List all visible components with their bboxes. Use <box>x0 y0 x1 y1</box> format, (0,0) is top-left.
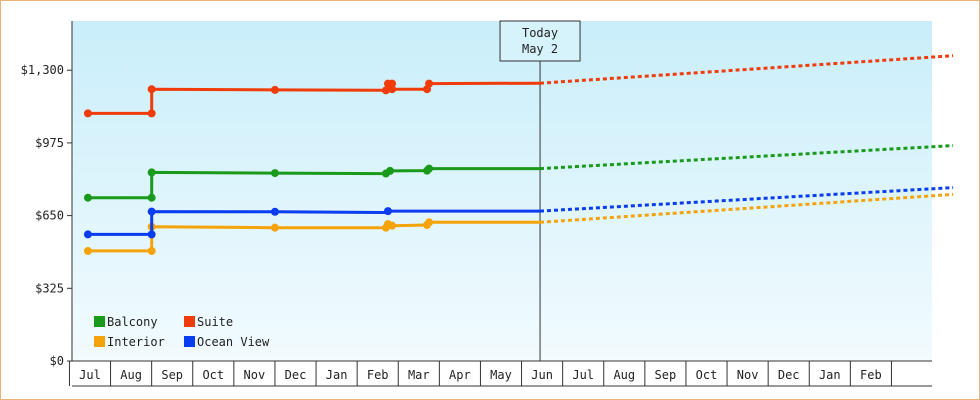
series-ocean-view <box>83 186 954 239</box>
data-point <box>83 193 92 202</box>
legend-item-suite: Suite <box>184 315 233 329</box>
x-tick-label: Aug <box>613 368 635 382</box>
legend-label: Suite <box>197 315 233 329</box>
series-forecast-line <box>539 186 954 213</box>
data-point <box>383 207 392 216</box>
data-point <box>425 79 434 88</box>
data-point <box>83 246 92 255</box>
y-axis: $0 $325 $650 $975 $1,300 <box>21 21 73 368</box>
data-point <box>147 246 156 255</box>
plot-background <box>72 21 932 361</box>
data-point <box>388 85 397 94</box>
legend-item-ocean-view: Ocean View <box>184 335 270 349</box>
data-point <box>147 109 156 118</box>
series-forecast-line <box>539 192 954 224</box>
x-tick-label: Sep <box>655 368 677 382</box>
x-tick-label: Jul <box>79 368 101 382</box>
data-point <box>147 193 156 202</box>
x-tick-label: Feb <box>860 368 882 382</box>
data-point <box>147 168 156 177</box>
data-point <box>147 230 156 239</box>
y-tick-label: $325 <box>35 281 64 295</box>
data-point <box>147 85 156 94</box>
data-point <box>388 79 397 88</box>
x-tick-label: Dec <box>778 368 800 382</box>
data-point <box>425 218 434 227</box>
data-point <box>83 230 92 239</box>
y-tick-label: $650 <box>35 209 64 223</box>
x-tick-label: May <box>490 368 512 382</box>
series-interior <box>83 192 954 255</box>
today-label: Today <box>522 26 558 40</box>
series-forecast-line <box>539 144 954 171</box>
y-tick-label: $975 <box>35 136 64 150</box>
legend-label: Interior <box>107 335 165 349</box>
legend-swatch <box>184 336 195 347</box>
x-tick-label: Oct <box>202 368 224 382</box>
data-point <box>388 221 397 230</box>
legend-item-interior: Interior <box>94 335 165 349</box>
x-tick-label: Dec <box>285 368 307 382</box>
data-point <box>270 169 279 178</box>
legend: Balcony Suite Interior Ocean View <box>94 315 270 349</box>
legend-item-balcony: Balcony <box>94 315 158 329</box>
x-tick-label: Jan <box>326 368 348 382</box>
data-point <box>425 164 434 173</box>
y-tick-label: $0 <box>50 354 64 368</box>
data-point <box>270 207 279 216</box>
y-tick-label: $1,300 <box>21 63 64 77</box>
x-tick-label: Oct <box>696 368 718 382</box>
legend-label: Balcony <box>107 315 158 329</box>
series-forecast-line <box>539 54 954 85</box>
x-tick-label: Sep <box>161 368 183 382</box>
data-point <box>147 207 156 216</box>
legend-label: Ocean View <box>197 335 270 349</box>
x-tick-label: Jun <box>531 368 553 382</box>
series-balcony <box>83 144 954 202</box>
x-tick-label: Feb <box>367 368 389 382</box>
legend-swatch <box>184 316 195 327</box>
data-point <box>83 109 92 118</box>
legend-swatch <box>94 316 105 327</box>
today-label: May 2 <box>522 42 558 56</box>
x-tick-label: Nov <box>244 368 266 382</box>
data-point <box>270 85 279 94</box>
x-tick-label: Apr <box>449 368 471 382</box>
today-box <box>499 20 581 62</box>
series-suite <box>83 54 954 118</box>
legend-swatch <box>94 336 105 347</box>
series-layer <box>83 54 954 255</box>
x-axis: Jul Aug Sep Oct Nov Dec Jan Feb Mar Apr May Jun Jul A… <box>68 360 932 387</box>
x-tick-label: Aug <box>120 368 142 382</box>
x-tick-label: Mar <box>408 368 430 382</box>
x-tick-label: Jan <box>819 368 841 382</box>
x-tick-label: Jul <box>572 368 594 382</box>
data-point <box>270 223 279 232</box>
data-point <box>381 86 390 95</box>
data-point <box>386 166 395 175</box>
x-tick-label: Nov <box>737 368 759 382</box>
